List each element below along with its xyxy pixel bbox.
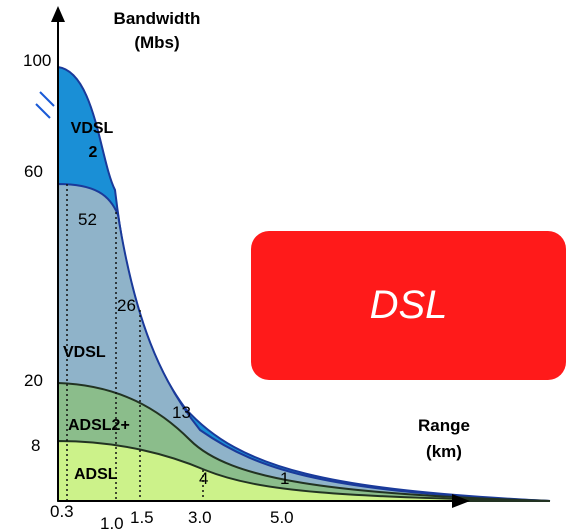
series-label-vdsl: VDSL	[63, 344, 106, 361]
callout-value-4: 4	[199, 469, 208, 488]
axis-break-mark-2	[35, 103, 51, 119]
x-tick-label-5-0: 5.0	[270, 508, 294, 527]
x-tick-label-3-0: 3.0	[188, 508, 212, 527]
y-axis-title-line-2: (Mbs)	[134, 33, 179, 52]
x-tick-label-0-3: 0.3	[50, 502, 74, 521]
dsl-badge-label: DSL	[369, 283, 448, 327]
series-label-vdsl2-line-2: 2	[89, 144, 98, 161]
series-area-adsl	[57, 439, 551, 502]
series-label-vdsl2-line-1: VDSL	[71, 120, 114, 137]
callout-value-1: 1	[280, 469, 289, 488]
dsl-badge: DSL	[251, 231, 566, 380]
x-tick-label-1-0: 1.0	[100, 514, 124, 532]
y-tick-label-8: 8	[31, 436, 40, 455]
x-axis-arrow-icon	[452, 494, 470, 508]
x-tick-label-1-5: 1.5	[130, 508, 154, 527]
callout-value-26: 26	[117, 296, 136, 315]
x-axis-title-line-1: Range	[418, 416, 470, 435]
callout-value-52: 52	[78, 210, 97, 229]
series-area-vdsl	[57, 182, 551, 502]
y-tick-label-20: 20	[24, 371, 43, 390]
y-tick-label-60: 60	[24, 162, 43, 181]
axis-break-mark-1	[39, 91, 55, 107]
series-label-adsl2plus: ADSL2+	[68, 417, 130, 434]
x-axis-title-line-2: (km)	[426, 442, 462, 461]
y-axis-title-line-1: Bandwidth	[114, 9, 201, 28]
y-tick-label-100: 100	[23, 51, 51, 70]
callout-value-13: 13	[172, 403, 191, 422]
y-axis-arrow-icon	[51, 6, 65, 22]
series-label-adsl: ADSL	[74, 466, 118, 483]
